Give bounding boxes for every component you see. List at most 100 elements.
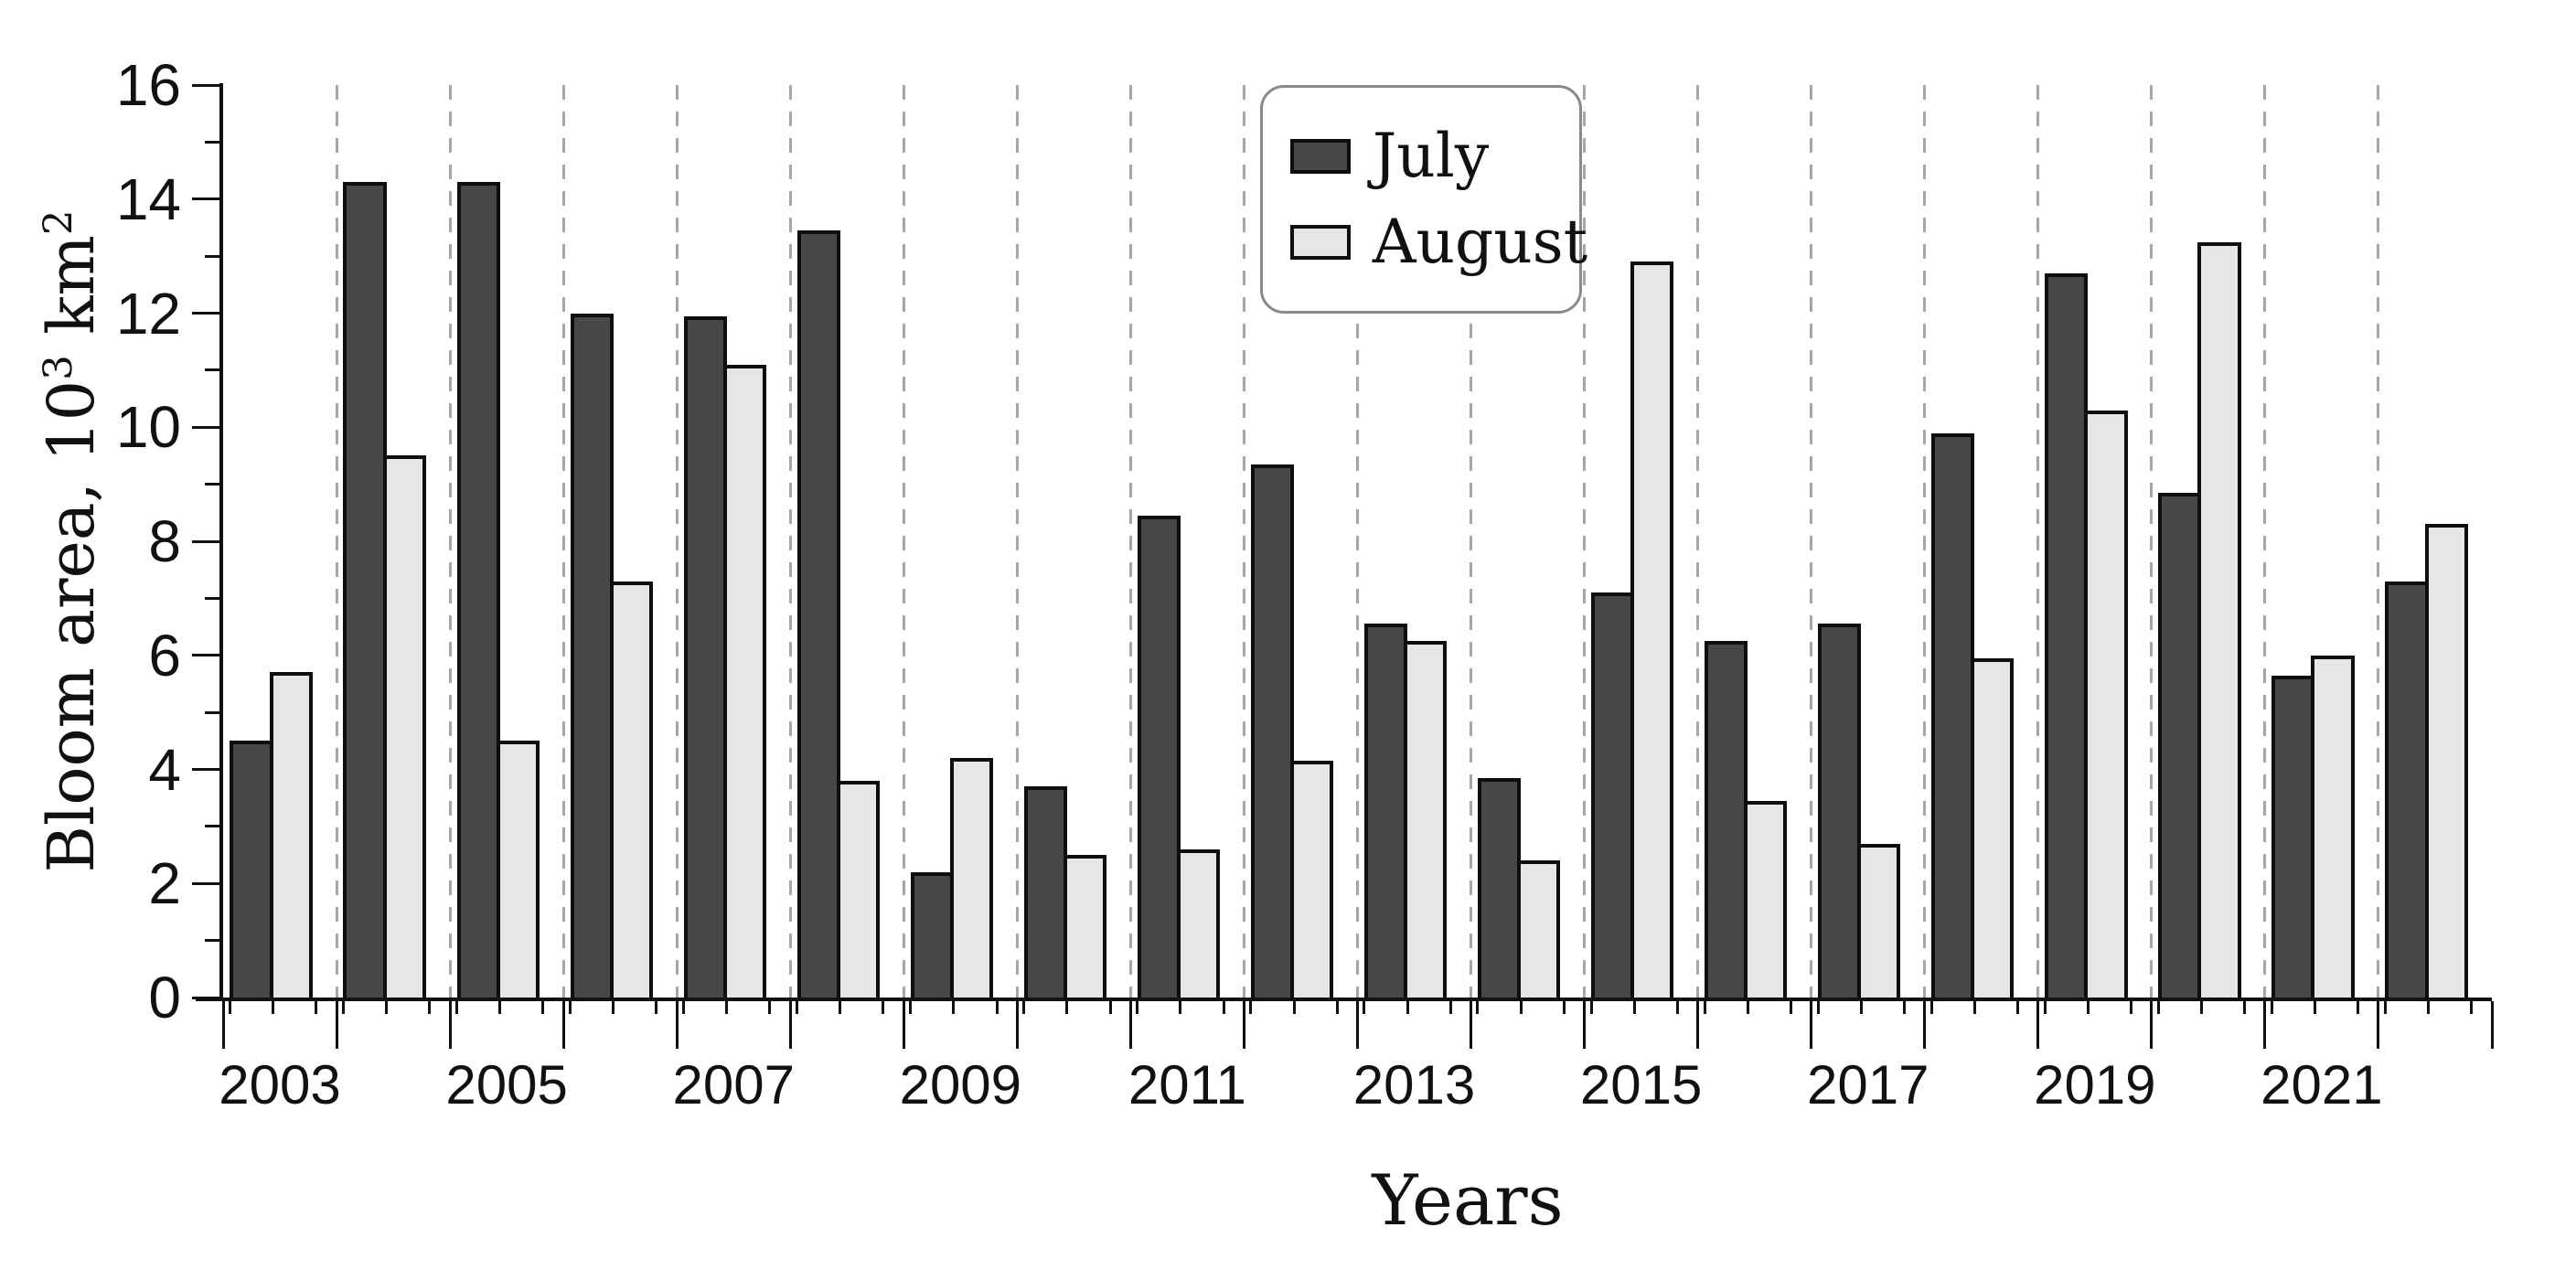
x-axis-minor-tick: [2313, 1001, 2316, 1014]
x-tick-label-2021: 2021: [2261, 1054, 2383, 1115]
x-axis-tick: [1242, 1001, 1245, 1049]
x-axis-minor-tick: [1292, 1001, 1296, 1014]
x-axis-minor-tick: [272, 1001, 275, 1014]
bar-2011-july: [1137, 515, 1181, 998]
y-axis-title-exponent: 3: [36, 355, 82, 380]
legend-label-august: August: [1372, 207, 1588, 277]
legend: July August: [1259, 85, 1587, 314]
y-tick-label-14: 14: [115, 165, 181, 232]
x-axis-tick: [2377, 1001, 2380, 1049]
bar-2007-august: [722, 364, 766, 998]
year-gridline: [1470, 85, 1473, 998]
x-axis-minor-tick: [385, 1001, 389, 1014]
plot-area: July August 2003 2005 2007 2009 2011 2013 2015…: [116, 56, 2494, 1113]
y-axis-tick: [192, 768, 219, 771]
bar-2008-august: [836, 780, 880, 998]
x-axis-minor-tick: [1789, 1001, 1792, 1014]
x-axis-minor-tick: [1065, 1001, 1069, 1014]
bar-2020-july: [2158, 492, 2202, 998]
x-tick-label-2019: 2019: [2034, 1054, 2156, 1115]
x-axis-minor-tick: [2086, 1001, 2090, 1014]
year-gridline: [902, 85, 905, 998]
year-gridline: [1583, 85, 1587, 998]
x-axis-minor-tick: [952, 1001, 956, 1014]
x-axis-minor-tick: [455, 1001, 459, 1014]
x-axis-tick: [1128, 1001, 1132, 1049]
bar-2004-august: [382, 455, 426, 998]
x-axis-minor-tick: [995, 1001, 999, 1014]
bar-2015-july: [1591, 592, 1635, 998]
y-axis-title: Bloom area, 103 km2: [34, 210, 109, 873]
july-swatch-icon: [1289, 139, 1351, 174]
y-axis-line: [219, 83, 223, 1001]
y-tick-label-10: 10: [115, 394, 181, 461]
x-axis-minor-tick: [1746, 1001, 1749, 1014]
bar-2016-august: [1744, 800, 1788, 998]
x-axis-minor-tick: [2357, 1001, 2360, 1014]
bar-2021-july: [2271, 675, 2315, 998]
year-gridline: [2263, 85, 2267, 998]
year-gridline: [561, 85, 565, 998]
bar-2013-august: [1404, 641, 1448, 998]
year-gridline: [1810, 85, 1813, 998]
x-axis-line: [196, 998, 2492, 1001]
bar-2008-july: [796, 230, 840, 998]
y-axis-minor-tick: [205, 596, 219, 600]
bar-2009-july: [910, 871, 954, 998]
x-axis-minor-tick: [1363, 1001, 1366, 1014]
bar-2018-august: [1971, 657, 2015, 998]
bar-2018-july: [1931, 432, 1975, 998]
x-axis-minor-tick: [428, 1001, 432, 1014]
bar-2015-august: [1630, 261, 1674, 998]
y-axis-minor-tick: [205, 483, 219, 486]
y-axis-tick: [192, 312, 219, 315]
x-axis-tick: [1810, 1001, 1813, 1049]
x-axis-minor-tick: [541, 1001, 545, 1014]
x-axis-minor-tick: [909, 1001, 913, 1014]
x-axis-tick: [2490, 1001, 2494, 1049]
x-axis-minor-tick: [315, 1001, 318, 1014]
x-axis-minor-tick: [1179, 1001, 1182, 1014]
x-axis-minor-tick: [1476, 1001, 1480, 1014]
x-axis-minor-tick: [2156, 1001, 2160, 1014]
x-axis-minor-tick: [1519, 1001, 1523, 1014]
x-axis-minor-tick: [2243, 1001, 2247, 1014]
year-gridline: [448, 85, 452, 998]
x-axis-minor-tick: [796, 1001, 799, 1014]
x-axis-minor-tick: [839, 1001, 842, 1014]
bar-2012-july: [1250, 464, 1295, 998]
x-axis-minor-tick: [341, 1001, 345, 1014]
x-axis-minor-tick: [1675, 1001, 1679, 1014]
bar-2014-july: [1477, 777, 1522, 998]
bar-2020-august: [2197, 241, 2241, 998]
x-tick-label-2013: 2013: [1352, 1054, 1476, 1115]
bar-2006-july: [570, 313, 614, 998]
x-axis-tick: [2150, 1001, 2154, 1049]
x-axis-minor-tick: [1589, 1001, 1593, 1014]
bar-2019-july: [2045, 272, 2089, 998]
x-tick-label-2011: 2011: [1128, 1054, 1246, 1115]
x-axis-minor-tick: [1902, 1001, 1906, 1014]
x-axis-minor-tick: [1972, 1001, 1976, 1014]
x-axis-minor-tick: [1222, 1001, 1225, 1014]
x-axis-minor-tick: [2427, 1001, 2431, 1014]
year-gridline: [788, 85, 792, 998]
y-axis-tick: [192, 425, 219, 429]
legend-item-august: August: [1289, 212, 1587, 272]
x-tick-label-2015: 2015: [1579, 1054, 1703, 1115]
x-axis-minor-tick: [2015, 1001, 2019, 1014]
y-axis-minor-tick: [205, 368, 219, 372]
year-gridline: [2377, 85, 2380, 998]
year-gridline: [1923, 85, 1927, 998]
x-axis-minor-tick: [1022, 1001, 1026, 1014]
x-axis-minor-tick: [1816, 1001, 1820, 1014]
x-axis-minor-tick: [2130, 1001, 2133, 1014]
x-tick-label-2007: 2007: [672, 1054, 795, 1115]
x-axis-minor-tick: [1249, 1001, 1253, 1014]
x-axis-tick: [2036, 1001, 2040, 1049]
x-axis-minor-tick: [2199, 1001, 2203, 1014]
bar-2022-july: [2385, 581, 2429, 998]
year-gridline: [1128, 85, 1132, 998]
x-axis-minor-tick: [655, 1001, 658, 1014]
